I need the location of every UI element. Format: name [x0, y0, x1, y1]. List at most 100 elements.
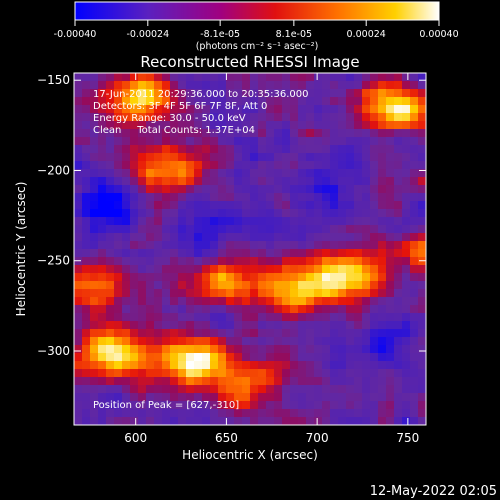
- heatmap-cell: [130, 73, 139, 82]
- heatmap-cell: [154, 369, 163, 378]
- heatmap-cell: [370, 241, 379, 250]
- heatmap-cell: [258, 385, 267, 394]
- heatmap-cell: [322, 361, 331, 370]
- heatmap-cell: [402, 129, 411, 138]
- heatmap-cell: [114, 97, 123, 106]
- heatmap-cell: [338, 161, 347, 170]
- heatmap-cell: [194, 225, 203, 234]
- heatmap-cell: [146, 129, 155, 138]
- heatmap-cell: [258, 337, 267, 346]
- heatmap-cell: [322, 185, 331, 194]
- heatmap-cell: [74, 337, 83, 346]
- heatmap-cell: [250, 209, 259, 218]
- heatmap-cell: [258, 377, 267, 386]
- heatmap-cell: [202, 265, 211, 274]
- heatmap-cell: [162, 137, 171, 146]
- heatmap-cell: [98, 289, 107, 298]
- heatmap-cell: [186, 321, 195, 330]
- heatmap-cell: [130, 385, 139, 394]
- heatmap-cell: [362, 225, 371, 234]
- heatmap-cell: [74, 313, 83, 322]
- heatmap-cell: [314, 121, 323, 130]
- heatmap-cell: [266, 121, 275, 130]
- heatmap-cell: [250, 129, 259, 138]
- heatmap-cell: [346, 329, 355, 338]
- heatmap-cell: [178, 361, 187, 370]
- heatmap-cell: [138, 161, 147, 170]
- heatmap-cell: [122, 345, 131, 354]
- heatmap-cell: [346, 209, 355, 218]
- heatmap-cell: [314, 393, 323, 402]
- heatmap-cell: [258, 129, 267, 138]
- heatmap-cell: [218, 129, 227, 138]
- heatmap-cell: [418, 321, 426, 330]
- heatmap-cell: [82, 361, 91, 370]
- heatmap-cell: [338, 361, 347, 370]
- heatmap-cell: [258, 393, 267, 402]
- heatmap-cell: [370, 233, 379, 242]
- heatmap-cell: [210, 297, 219, 306]
- heatmap-cell: [226, 345, 235, 354]
- heatmap-cell: [122, 121, 131, 130]
- heatmap-cell: [282, 113, 291, 122]
- heatmap-cell: [162, 281, 171, 290]
- heatmap-cell: [210, 153, 219, 162]
- heatmap-cell: [258, 233, 267, 242]
- heatmap-cell: [306, 329, 315, 338]
- heatmap-cell: [186, 89, 195, 98]
- heatmap-cell: [354, 217, 363, 226]
- heatmap-cell: [82, 105, 91, 114]
- heatmap-cell: [418, 153, 426, 162]
- heatmap-cell: [290, 97, 299, 106]
- heatmap-cell: [258, 265, 267, 274]
- heatmap-cell: [90, 193, 99, 202]
- heatmap-cell: [154, 313, 163, 322]
- heatmap-cell: [138, 193, 147, 202]
- heatmap-cell: [74, 177, 83, 186]
- heatmap-cell: [194, 369, 203, 378]
- heatmap-cell: [394, 161, 403, 170]
- heatmap-cell: [306, 145, 315, 154]
- heatmap-cell: [154, 265, 163, 274]
- heatmap-cell: [154, 121, 163, 130]
- heatmap-cell: [178, 73, 187, 82]
- heatmap-cell: [170, 209, 179, 218]
- heatmap-cell: [130, 89, 139, 98]
- heatmap-cell: [314, 177, 323, 186]
- heatmap-cell: [138, 265, 147, 274]
- heatmap-cell: [418, 265, 426, 274]
- heatmap-cell: [122, 105, 131, 114]
- heatmap-cell: [194, 313, 203, 322]
- heatmap-cell: [130, 377, 139, 386]
- heatmap-cell: [218, 249, 227, 258]
- heatmap-cell: [410, 353, 419, 362]
- heatmap-cell: [194, 249, 203, 258]
- heatmap-cell: [306, 257, 315, 266]
- heatmap-cell: [186, 289, 195, 298]
- heatmap-cell: [314, 105, 323, 114]
- heatmap-cell: [354, 393, 363, 402]
- heatmap-cell: [154, 113, 163, 122]
- heatmap-cell: [210, 209, 219, 218]
- heatmap-cell: [410, 345, 419, 354]
- heatmap-cell: [338, 369, 347, 378]
- heatmap-cell: [290, 161, 299, 170]
- heatmap-cell: [242, 145, 251, 154]
- heatmap-cell: [306, 369, 315, 378]
- heatmap-cell: [282, 225, 291, 234]
- heatmap-cell: [178, 385, 187, 394]
- heatmap-cell: [378, 209, 387, 218]
- heatmap-cell: [130, 153, 139, 162]
- heatmap-cell: [274, 273, 283, 282]
- heatmap-cell: [370, 145, 379, 154]
- heatmap-cell: [402, 89, 411, 98]
- heatmap-cell: [250, 121, 259, 130]
- heatmap-cell: [122, 89, 131, 98]
- heatmap-cell: [82, 137, 91, 146]
- heatmap-cell: [282, 297, 291, 306]
- heatmap-cell: [274, 209, 283, 218]
- heatmap-cell: [162, 337, 171, 346]
- heatmap-cell: [130, 401, 139, 410]
- heatmap-cell: [258, 257, 267, 266]
